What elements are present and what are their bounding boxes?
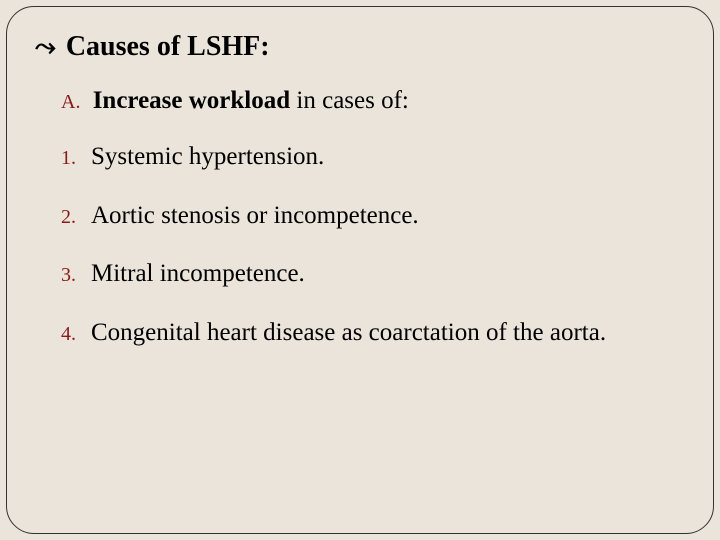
list-marker: 1.	[61, 147, 85, 170]
list-item: 3. Mitral incompetence.	[61, 258, 685, 291]
slide-frame: ⤳ Causes of LSHF: A. Increase workload i…	[6, 6, 714, 534]
list-marker: 2.	[61, 206, 85, 229]
list-text: Aortic stenosis or incompetence.	[91, 200, 419, 233]
list-item: 1. Systemic hypertension.	[61, 141, 685, 174]
list-text: Systemic hypertension.	[91, 141, 324, 174]
subheading-bold: Increase workload	[93, 87, 290, 114]
curly-arrow-icon: ⤳	[35, 31, 56, 63]
list-item: 2. Aortic stenosis or incompetence.	[61, 200, 685, 233]
list-marker: 4.	[61, 323, 85, 346]
subheading-rest: in cases of:	[290, 87, 409, 114]
subheading: A. Increase workload in cases of:	[61, 87, 685, 115]
list-text: Congenital heart disease as coarctation …	[91, 317, 606, 350]
list-text: Mitral incompetence.	[91, 258, 305, 291]
title-row: ⤳ Causes of LSHF:	[35, 31, 685, 63]
list-item: 4. Congenital heart disease as coarctati…	[61, 317, 685, 350]
subheading-marker: A.	[61, 91, 80, 113]
list-marker: 3.	[61, 264, 85, 287]
slide-title: Causes of LSHF:	[66, 31, 270, 63]
